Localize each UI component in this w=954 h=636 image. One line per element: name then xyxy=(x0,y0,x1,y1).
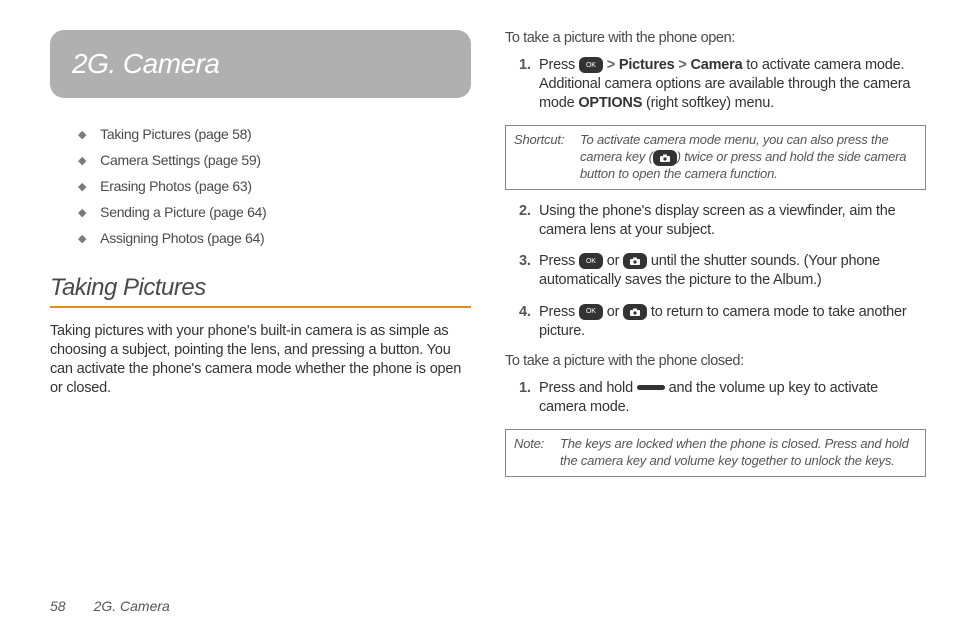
page-number: 58 xyxy=(50,598,66,614)
chevron-icon: > xyxy=(678,57,686,73)
page-footer: 58 2G. Camera xyxy=(50,598,170,614)
toc-item: ◆ Erasing Photos (page 63) xyxy=(78,178,471,194)
step-2: Using the phone's display screen as a vi… xyxy=(519,202,926,240)
bullet-icon: ◆ xyxy=(78,206,86,219)
steps-closed: Press and hold and the volume up key to … xyxy=(519,379,926,417)
toc-text: Assigning Photos (page 64) xyxy=(100,230,264,246)
callout-content: The keys are locked when the phone is cl… xyxy=(560,436,917,470)
side-key-icon xyxy=(637,385,665,390)
table-of-contents: ◆ Taking Pictures (page 58) ◆ Camera Setti… xyxy=(78,126,471,246)
bullet-icon: ◆ xyxy=(78,232,86,245)
menu-pictures: Pictures xyxy=(619,57,675,73)
camera-key-icon xyxy=(623,253,647,269)
right-column: To take a picture with the phone open: P… xyxy=(505,30,926,570)
camera-key-icon xyxy=(623,304,647,320)
toc-item: ◆ Sending a Picture (page 64) xyxy=(78,204,471,220)
bullet-icon: ◆ xyxy=(78,180,86,193)
ok-key-icon: OK xyxy=(579,57,603,73)
shortcut-callout: Shortcut: To activate camera mode menu, … xyxy=(505,125,926,190)
bullet-icon: ◆ xyxy=(78,128,86,141)
section-heading: Taking Pictures xyxy=(50,274,471,308)
subhead-phone-closed: To take a picture with the phone closed: xyxy=(505,353,926,369)
camera-key-icon xyxy=(653,150,677,166)
menu-camera: Camera xyxy=(690,57,742,73)
steps-open-cont: Using the phone's display screen as a vi… xyxy=(519,202,926,341)
subhead-phone-open: To take a picture with the phone open: xyxy=(505,30,926,46)
toc-text: Sending a Picture (page 64) xyxy=(100,204,266,220)
toc-text: Camera Settings (page 59) xyxy=(100,152,261,168)
callout-label: Note: xyxy=(514,436,554,470)
manual-page: 2G. Camera ◆ Taking Pictures (page 58) ◆ C… xyxy=(0,0,954,580)
step-text: (right softkey) menu. xyxy=(642,95,774,111)
callout-label: Shortcut: xyxy=(514,132,574,183)
intro-paragraph: Taking pictures with your phone's built-… xyxy=(50,322,471,399)
step-1: Press OK > Pictures > Camera to activate… xyxy=(519,56,926,113)
step-text: Press xyxy=(539,57,579,73)
ok-key-icon: OK xyxy=(579,253,603,269)
step-4: Press OK or to return to camera mode to … xyxy=(519,303,926,341)
ok-key-icon: OK xyxy=(579,304,603,320)
options-label: OPTIONS xyxy=(578,95,642,111)
bullet-icon: ◆ xyxy=(78,154,86,167)
chapter-banner: 2G. Camera xyxy=(50,30,471,98)
toc-item: ◆ Assigning Photos (page 64) xyxy=(78,230,471,246)
callout-content: To activate camera mode menu, you can al… xyxy=(580,132,917,183)
chapter-title: 2G. Camera xyxy=(72,48,449,80)
toc-item: ◆ Camera Settings (page 59) xyxy=(78,152,471,168)
toc-text: Erasing Photos (page 63) xyxy=(100,178,252,194)
steps-open: Press OK > Pictures > Camera to activate… xyxy=(519,56,926,113)
note-callout: Note: The keys are locked when the phone… xyxy=(505,429,926,477)
step-3: Press OK or until the shutter sounds. (Y… xyxy=(519,252,926,290)
closed-step-1: Press and hold and the volume up key to … xyxy=(519,379,926,417)
toc-text: Taking Pictures (page 58) xyxy=(100,126,251,142)
left-column: 2G. Camera ◆ Taking Pictures (page 58) ◆ C… xyxy=(50,30,471,570)
chevron-icon: > xyxy=(607,57,615,73)
toc-item: ◆ Taking Pictures (page 58) xyxy=(78,126,471,142)
footer-chapter: 2G. Camera xyxy=(94,598,170,614)
